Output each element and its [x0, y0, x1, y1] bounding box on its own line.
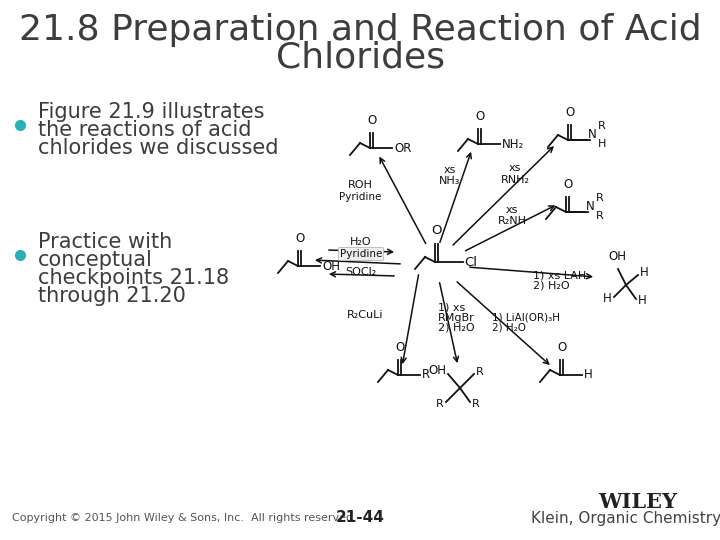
- Text: 21.8 Preparation and Reaction of Acid: 21.8 Preparation and Reaction of Acid: [19, 13, 701, 47]
- Text: 2) H₂O: 2) H₂O: [438, 323, 474, 333]
- Text: Practice with: Practice with: [38, 232, 172, 252]
- Text: Pyridine: Pyridine: [339, 192, 381, 202]
- Text: NH₂: NH₂: [502, 138, 524, 151]
- Text: N: N: [588, 129, 597, 141]
- Text: R: R: [472, 399, 480, 409]
- Text: R: R: [422, 368, 430, 381]
- Text: R₂NH: R₂NH: [498, 216, 526, 226]
- Text: H₂O: H₂O: [350, 237, 372, 247]
- Text: O: O: [563, 178, 572, 191]
- Text: R: R: [596, 193, 604, 203]
- Text: chlorides we discussed: chlorides we discussed: [38, 138, 279, 158]
- Text: O: O: [475, 110, 484, 123]
- Text: xs: xs: [506, 205, 518, 215]
- Text: 21-44: 21-44: [336, 510, 384, 525]
- Text: R: R: [436, 399, 444, 409]
- Text: WILEY: WILEY: [598, 492, 678, 512]
- Text: O: O: [295, 232, 304, 245]
- Text: H: H: [598, 139, 606, 149]
- Text: OH: OH: [608, 250, 626, 263]
- Text: RMgBr: RMgBr: [438, 313, 474, 323]
- Text: RNH₂: RNH₂: [500, 175, 529, 185]
- Text: the reactions of acid: the reactions of acid: [38, 120, 251, 140]
- Text: 1) LiAl(OR)₃H: 1) LiAl(OR)₃H: [492, 313, 560, 323]
- Text: Klein, Organic Chemistry 2e: Klein, Organic Chemistry 2e: [531, 510, 720, 525]
- Text: R: R: [598, 121, 606, 131]
- Text: H: H: [640, 267, 649, 280]
- Text: Cl: Cl: [464, 255, 477, 268]
- Text: O: O: [431, 224, 442, 237]
- Text: H: H: [603, 293, 612, 306]
- Text: O: O: [565, 106, 574, 119]
- Text: NH₃: NH₃: [439, 176, 461, 186]
- Text: ROH: ROH: [348, 180, 372, 190]
- Text: Chlorides: Chlorides: [276, 41, 444, 75]
- Text: xs: xs: [444, 165, 456, 175]
- Text: Pyridine: Pyridine: [340, 249, 382, 259]
- Text: O: O: [395, 341, 404, 354]
- Text: checkpoints 21.18: checkpoints 21.18: [38, 268, 229, 288]
- Text: R: R: [476, 367, 484, 377]
- Text: 1) xs LAH: 1) xs LAH: [533, 270, 586, 280]
- Text: conceptual: conceptual: [38, 250, 153, 270]
- Text: 1) xs: 1) xs: [438, 303, 465, 313]
- Text: H: H: [584, 368, 593, 381]
- Text: Copyright © 2015 John Wiley & Sons, Inc.  All rights reserved.: Copyright © 2015 John Wiley & Sons, Inc.…: [12, 513, 356, 523]
- Text: R₂CuLi: R₂CuLi: [347, 310, 383, 320]
- Text: O: O: [367, 114, 376, 127]
- Text: xs: xs: [509, 163, 521, 173]
- Text: OR: OR: [394, 141, 411, 154]
- Text: OH: OH: [322, 260, 340, 273]
- Text: 2) H₂O: 2) H₂O: [533, 281, 570, 291]
- Text: O: O: [557, 341, 566, 354]
- Text: R: R: [596, 211, 604, 221]
- Text: Figure 21.9 illustrates: Figure 21.9 illustrates: [38, 102, 264, 122]
- Text: H: H: [638, 294, 647, 307]
- Text: OH: OH: [428, 363, 446, 376]
- Text: N: N: [586, 200, 595, 213]
- Text: SOCl₂: SOCl₂: [346, 267, 377, 277]
- Text: through 21.20: through 21.20: [38, 286, 186, 306]
- Text: 2) H₂O: 2) H₂O: [492, 323, 526, 333]
